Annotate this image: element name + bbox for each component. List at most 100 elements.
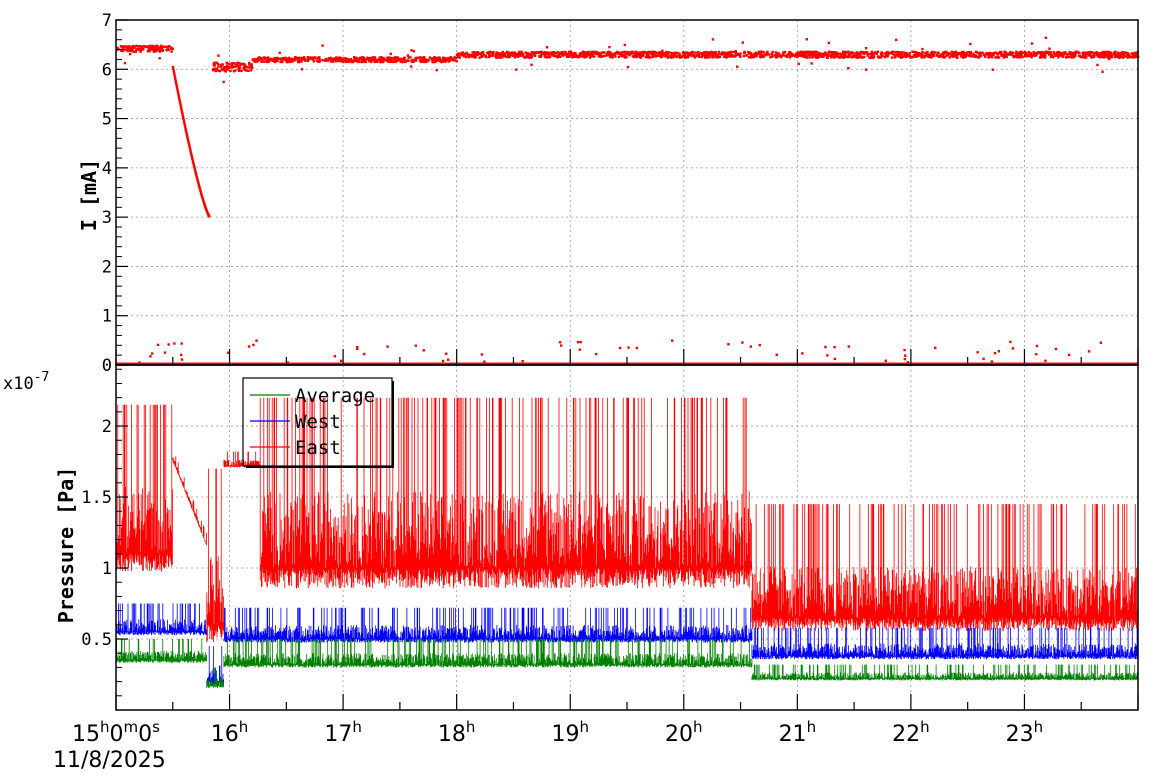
current-point bbox=[342, 57, 345, 61]
pressure-axis-title: Pressure [Pa] bbox=[54, 467, 78, 624]
current-point bbox=[671, 339, 674, 342]
current-point bbox=[234, 65, 238, 68]
current-point bbox=[128, 52, 132, 56]
current-point bbox=[547, 52, 550, 56]
current-point bbox=[894, 54, 897, 57]
current-point bbox=[227, 62, 230, 66]
current-point bbox=[996, 52, 999, 56]
current-point bbox=[638, 53, 641, 56]
current-point bbox=[850, 56, 853, 59]
current-point bbox=[1049, 55, 1053, 59]
current-point bbox=[190, 155, 194, 159]
current-point bbox=[838, 56, 842, 59]
current-point bbox=[568, 50, 571, 54]
current-point bbox=[962, 56, 965, 59]
current-point bbox=[154, 49, 158, 52]
current-point bbox=[167, 343, 170, 346]
current-point bbox=[226, 68, 230, 71]
current-point bbox=[726, 54, 729, 57]
current-point bbox=[414, 59, 418, 62]
current-point bbox=[465, 51, 468, 55]
current-point bbox=[716, 56, 720, 59]
current-point bbox=[816, 54, 820, 58]
current-point bbox=[540, 53, 543, 56]
current-point bbox=[757, 52, 761, 55]
current-point bbox=[1114, 50, 1117, 54]
current-point bbox=[185, 134, 189, 137]
current-point bbox=[994, 51, 998, 54]
current-point bbox=[217, 54, 220, 57]
current-point bbox=[982, 357, 985, 360]
current-point bbox=[609, 51, 613, 54]
current-point bbox=[195, 175, 198, 179]
current-point bbox=[675, 51, 679, 55]
current-point bbox=[502, 53, 505, 57]
current-point bbox=[806, 55, 809, 58]
current-point bbox=[297, 60, 301, 64]
current-point bbox=[683, 54, 687, 57]
current-point bbox=[606, 53, 610, 56]
current-point bbox=[414, 344, 418, 347]
current-point bbox=[1018, 54, 1021, 57]
current-point bbox=[394, 56, 397, 59]
current-point bbox=[164, 45, 167, 48]
current-point bbox=[198, 186, 201, 189]
current-point bbox=[360, 57, 363, 61]
current-point bbox=[753, 55, 756, 58]
pressure-y-ticks: 0.5 1 1.5 2 bbox=[81, 368, 128, 697]
current-point bbox=[977, 56, 981, 59]
current-point bbox=[259, 57, 263, 60]
current-point bbox=[999, 50, 1002, 54]
current-point bbox=[420, 57, 423, 61]
current-point bbox=[686, 52, 689, 55]
current-point bbox=[741, 341, 744, 344]
current-point bbox=[422, 56, 426, 59]
current-point bbox=[126, 49, 129, 53]
current-point bbox=[1131, 53, 1134, 56]
current-point bbox=[390, 57, 394, 60]
current-point bbox=[181, 111, 184, 115]
current-point bbox=[368, 59, 371, 63]
current-point bbox=[421, 58, 425, 62]
current-point bbox=[379, 58, 382, 62]
current-point bbox=[148, 46, 152, 50]
current-point bbox=[862, 51, 865, 54]
current-point bbox=[983, 55, 987, 58]
current-point bbox=[1065, 55, 1068, 59]
current-point bbox=[424, 60, 428, 64]
current-point bbox=[818, 55, 821, 58]
current-point bbox=[950, 54, 954, 58]
current-point bbox=[227, 351, 230, 354]
current-grid bbox=[116, 20, 1138, 365]
current-point bbox=[244, 65, 247, 68]
current-point bbox=[1104, 55, 1107, 58]
current-point bbox=[304, 59, 307, 62]
current-point bbox=[372, 58, 375, 62]
current-point bbox=[189, 150, 192, 154]
current-point bbox=[238, 62, 241, 65]
current-point bbox=[199, 190, 203, 194]
current-point bbox=[703, 56, 707, 59]
current-point bbox=[672, 55, 675, 59]
current-point bbox=[745, 54, 749, 57]
current-point bbox=[832, 50, 835, 54]
current-point bbox=[228, 66, 231, 69]
current-point bbox=[816, 51, 820, 54]
current-point bbox=[900, 56, 903, 59]
current-point bbox=[830, 50, 834, 54]
current-point bbox=[582, 52, 586, 55]
current-point bbox=[312, 57, 315, 60]
current-point bbox=[576, 54, 580, 58]
current-point bbox=[855, 51, 859, 54]
current-point bbox=[617, 55, 621, 59]
current-point bbox=[521, 54, 525, 57]
x-tick-label: 20h bbox=[665, 718, 703, 747]
current-point bbox=[1044, 54, 1047, 58]
current-point bbox=[859, 53, 862, 56]
current-point bbox=[714, 55, 718, 59]
y-tick-label: 5 bbox=[102, 110, 112, 130]
current-point bbox=[279, 60, 282, 64]
current-point bbox=[213, 64, 217, 67]
current-point bbox=[407, 59, 410, 62]
current-point bbox=[1109, 52, 1112, 56]
